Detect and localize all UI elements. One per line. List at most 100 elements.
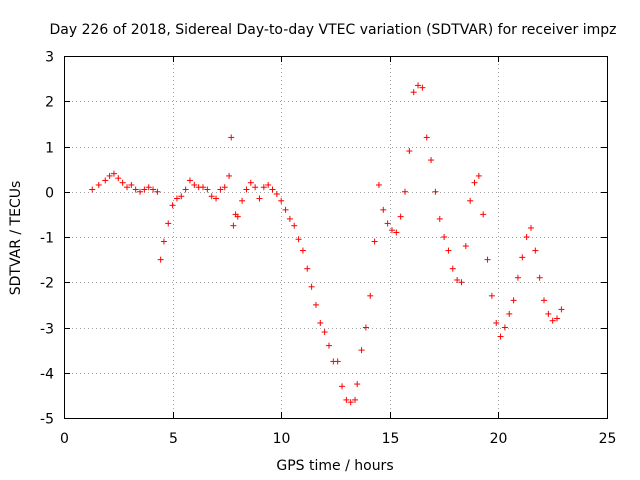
data-point <box>445 247 452 254</box>
data-point <box>228 134 235 141</box>
y-tick-label: 1 <box>45 141 54 157</box>
data-point <box>169 202 176 209</box>
data-point <box>243 186 250 193</box>
data-point <box>182 186 189 193</box>
y-axis-label: SDTVAR / TECUs <box>8 181 24 296</box>
y-tick-label: -5 <box>40 412 54 428</box>
data-point <box>458 279 465 286</box>
data-point <box>475 172 482 179</box>
data-point <box>154 188 161 195</box>
data-point <box>436 215 443 222</box>
data-point <box>358 347 365 354</box>
data-point <box>278 197 285 204</box>
data-point <box>157 256 164 263</box>
data-point <box>145 184 152 191</box>
data-point <box>304 265 311 272</box>
x-tick-label: 10 <box>273 431 291 447</box>
data-point <box>150 186 157 193</box>
data-point <box>282 206 289 213</box>
data-point <box>208 193 215 200</box>
x-tick-label: 15 <box>382 431 400 447</box>
data-point <box>541 297 548 304</box>
data-point <box>269 186 276 193</box>
data-point <box>352 396 359 403</box>
data-point <box>317 319 324 326</box>
data-point <box>402 188 409 195</box>
data-point <box>160 238 167 245</box>
data-point <box>514 274 521 281</box>
x-axis-label: GPS time / hours <box>276 458 393 474</box>
data-point <box>375 181 382 188</box>
data-point <box>321 329 328 336</box>
y-tick-label: -2 <box>40 276 54 292</box>
data-point <box>260 184 267 191</box>
data-point <box>234 213 241 220</box>
data-point <box>467 197 474 204</box>
data-point <box>462 243 469 250</box>
data-point <box>471 179 478 186</box>
data-point <box>388 227 395 234</box>
data-point <box>506 310 513 317</box>
x-tick-label: 0 <box>60 431 69 447</box>
x-axis-ticks: 0 5 10 15 20 25 <box>60 56 616 447</box>
data-point <box>239 197 246 204</box>
data-point <box>393 229 400 236</box>
data-point <box>173 195 180 202</box>
data-point <box>128 181 135 188</box>
y-axis-ticks: 3 2 1 0 -1 -2 -3 -4 -5 <box>40 50 607 428</box>
data-point <box>119 179 126 186</box>
data-point <box>137 188 144 195</box>
data-point <box>362 324 369 331</box>
data-point <box>484 256 491 263</box>
data-point <box>510 297 517 304</box>
data-point <box>415 82 422 89</box>
data-point <box>291 222 298 229</box>
data-point <box>397 213 404 220</box>
data-point <box>226 172 233 179</box>
data-point <box>380 206 387 213</box>
data-point <box>221 184 228 191</box>
data-point <box>536 274 543 281</box>
data-point <box>519 254 526 261</box>
data-point <box>558 306 565 313</box>
data-point <box>367 292 374 299</box>
data-point <box>252 184 259 191</box>
data-point <box>89 186 96 193</box>
data-point <box>488 292 495 299</box>
data-point <box>449 265 456 272</box>
x-tick-label: 20 <box>490 431 508 447</box>
plot-frame <box>64 56 608 419</box>
data-point <box>132 186 139 193</box>
data-point <box>523 234 530 240</box>
grid-lines <box>64 56 607 418</box>
data-point <box>110 170 117 177</box>
data-point <box>123 184 130 191</box>
data-points <box>89 82 565 406</box>
data-point <box>334 358 341 365</box>
data-point <box>286 215 293 222</box>
data-point <box>532 247 539 254</box>
data-point <box>454 276 461 283</box>
y-tick-label: -4 <box>40 367 54 383</box>
data-point <box>480 211 487 218</box>
chart-title: Day 226 of 2018, Sidereal Day-to-day VTE… <box>50 22 617 38</box>
data-point <box>325 342 332 349</box>
data-point <box>256 195 263 202</box>
data-point <box>527 224 534 231</box>
data-point <box>299 247 306 254</box>
data-point <box>419 84 426 91</box>
data-point <box>545 310 552 317</box>
data-point <box>432 188 439 195</box>
data-point <box>265 181 272 188</box>
data-point <box>230 222 237 229</box>
data-point <box>217 186 224 193</box>
data-point <box>428 157 435 164</box>
data-point <box>410 89 417 96</box>
data-point <box>115 175 122 182</box>
data-point <box>501 324 508 331</box>
y-tick-label: 3 <box>45 50 54 66</box>
data-point <box>493 319 500 326</box>
data-point <box>186 177 193 184</box>
data-point <box>347 399 354 406</box>
y-tick-label: -3 <box>40 322 54 338</box>
